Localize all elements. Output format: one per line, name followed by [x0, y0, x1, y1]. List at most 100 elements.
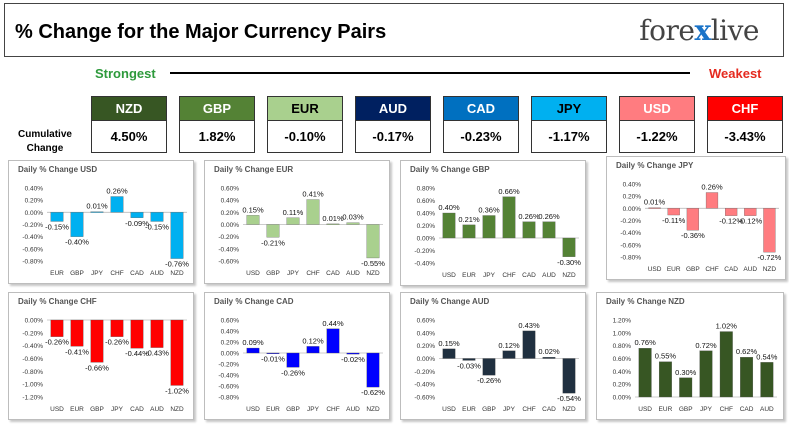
x-tick-label: CHF	[502, 272, 515, 279]
data-label: 0.15%	[242, 205, 264, 214]
page-title: % Change for the Major Currency Pairs	[15, 21, 387, 43]
bar-nzd	[562, 237, 576, 257]
y-tick-label: 0.00%	[613, 395, 632, 402]
strength-divider	[170, 72, 690, 74]
x-tick-label: GBP	[70, 270, 84, 277]
data-label: -0.55%	[361, 259, 385, 268]
data-label: -0.12%	[738, 217, 762, 226]
y-tick-label: -0.20%	[620, 218, 641, 225]
currency-box-cad: CAD -0.23%	[443, 96, 519, 153]
bar-cad	[130, 212, 144, 218]
y-tick-label: 0.60%	[221, 318, 240, 325]
y-tick-label: -0.60%	[414, 395, 435, 402]
data-label: -0.62%	[361, 388, 385, 397]
bar-cad	[740, 357, 754, 398]
data-label: -0.01%	[261, 355, 285, 364]
y-tick-label: 0.00%	[25, 210, 44, 217]
weakest-label: Weakest	[709, 66, 762, 81]
chart-title: Daily % Change USD	[18, 165, 98, 174]
x-tick-label: EUR	[659, 406, 673, 413]
x-tick-label: EUR	[50, 270, 64, 277]
data-label: -0.12%	[719, 217, 743, 226]
x-tick-label: NZD	[170, 406, 184, 413]
bar-chart: 0.60% 0.40% 0.20% 0.00% -0.20% -0.40% -0.60% -0…	[218, 318, 385, 414]
data-label: -0.09%	[125, 219, 149, 228]
y-tick-label: 0.40%	[25, 186, 44, 193]
bar-chart: 0.80%0.60%0.40%0.20%0.00%-0.20%-0.40%0.4…	[414, 186, 581, 280]
x-tick-label: JPY	[483, 272, 496, 279]
bar-eur	[70, 319, 84, 347]
chart-title: Daily % Change CHF	[18, 297, 97, 306]
data-label: 0.12%	[498, 341, 520, 350]
bar-aud	[346, 222, 360, 225]
data-label: 0.01%	[644, 198, 666, 207]
bar-chart: 0.00% -0.20% -0.40% -0.60% -0.80% -1.00% -1.20…	[22, 318, 189, 414]
currency-code: NZD	[91, 96, 167, 121]
bar-aud	[744, 208, 757, 216]
bar-cad	[326, 223, 340, 225]
chart-panel-chf: Daily % Change CHF 0.00% -0.20% -0.40% -0.60…	[8, 292, 194, 420]
chart-title: Daily % Change AUD	[410, 297, 490, 306]
cumulative-change-value: -0.23%	[443, 121, 519, 153]
data-label: 0.26%	[106, 187, 128, 196]
data-label: 0.76%	[635, 338, 657, 347]
y-tick-label: -1.20%	[22, 395, 43, 402]
logo-x: x	[694, 14, 711, 47]
chart-title: Daily % Change GBP	[410, 165, 490, 174]
bar-aud	[150, 319, 164, 348]
data-label: 0.09%	[242, 338, 264, 347]
y-tick-label: 0.40%	[613, 369, 632, 376]
x-tick-label: CHF	[326, 406, 339, 413]
data-label: 0.26%	[538, 212, 560, 221]
x-tick-label: GBP	[266, 270, 280, 277]
bar-aud	[346, 352, 360, 355]
data-label: 0.44%	[322, 319, 344, 328]
bar-eur	[462, 358, 476, 361]
currency-code: USD	[619, 96, 695, 121]
y-tick-label: 0.00%	[417, 236, 436, 243]
y-tick-label: 0.80%	[613, 343, 632, 350]
currency-box-jpy: JPY -1.17%	[531, 96, 607, 153]
cumulative-change-value: -0.10%	[267, 121, 343, 153]
data-label: 0.40%	[438, 203, 460, 212]
data-label: 0.03%	[342, 213, 364, 222]
data-label: 0.66%	[498, 187, 520, 196]
bar-jpy	[502, 350, 516, 359]
x-tick-label: USD	[50, 406, 64, 413]
bar-usd	[638, 348, 652, 398]
x-tick-label: CAD	[542, 406, 556, 413]
data-label: -0.30%	[557, 258, 581, 267]
y-tick-label: 0.00%	[417, 356, 436, 363]
data-label: 0.55%	[655, 352, 677, 361]
x-tick-label: GBP	[482, 406, 496, 413]
bar-eur	[667, 208, 680, 216]
data-label: -0.02%	[341, 355, 365, 364]
y-tick-label: -0.60%	[620, 242, 641, 249]
y-tick-label: -0.40%	[414, 382, 435, 389]
currency-code: JPY	[531, 96, 607, 121]
x-tick-label: AUD	[150, 270, 164, 277]
data-label: 0.02%	[538, 347, 560, 356]
x-tick-label: CAD	[130, 270, 144, 277]
data-label: 0.21%	[458, 215, 480, 224]
cumulative-label-line1: Cumulative	[18, 129, 72, 140]
x-tick-label: AUD	[150, 406, 164, 413]
x-tick-label: USD	[648, 266, 662, 273]
y-tick-label: 0.00%	[221, 351, 240, 358]
data-label: -0.54%	[557, 394, 581, 403]
bar-cad	[542, 357, 556, 359]
x-tick-label: AUD	[542, 272, 556, 279]
chart-title: Daily % Change EUR	[214, 165, 294, 174]
x-tick-label: EUR	[462, 406, 476, 413]
x-tick-label: USD	[442, 272, 456, 279]
y-tick-label: 0.80%	[417, 186, 436, 193]
x-tick-label: USD	[246, 406, 260, 413]
y-tick-label: 0.20%	[613, 382, 632, 389]
bar-gbp	[70, 212, 84, 237]
x-tick-label: EUR	[70, 406, 84, 413]
cumulative-label-line2: Change	[26, 143, 64, 154]
data-label: -0.03%	[457, 361, 481, 370]
data-label: -0.26%	[105, 338, 129, 347]
x-tick-label: NZD	[763, 266, 777, 273]
data-label: 0.54%	[756, 352, 778, 361]
